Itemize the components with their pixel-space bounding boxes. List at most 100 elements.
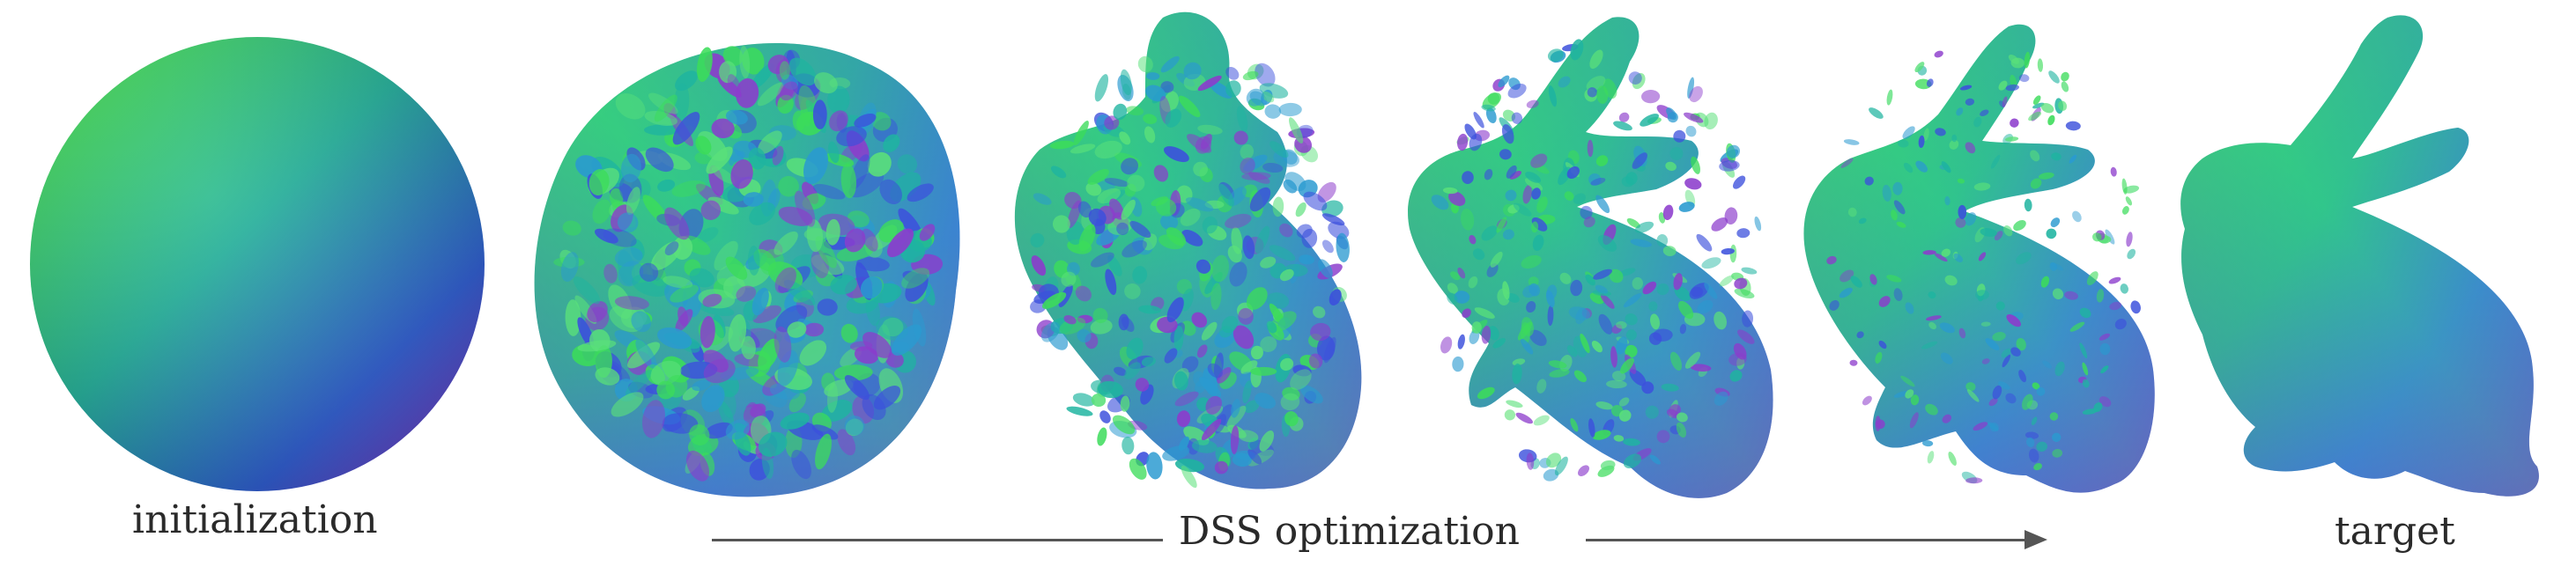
surface-splat	[1678, 300, 1694, 320]
surface-splat	[1255, 63, 1276, 87]
surface-splat	[1641, 89, 1661, 104]
surface-splat	[1724, 207, 1738, 224]
surface-splat	[2049, 412, 2059, 421]
surface-splat	[1530, 153, 1548, 168]
surface-splat	[2130, 300, 2141, 314]
surface-splat	[2065, 121, 2081, 131]
surface-splat	[1862, 395, 1872, 406]
surface-splat	[1737, 329, 1755, 344]
surface-splat	[1247, 449, 1262, 465]
surface-splat	[1990, 154, 2001, 169]
surface-splat	[1625, 344, 1638, 358]
surface-splat	[2064, 291, 2078, 300]
surface-splat	[1588, 173, 1602, 186]
surface-splat	[1676, 422, 1687, 438]
surface-splat	[1469, 234, 1477, 245]
surface-splat	[1260, 256, 1277, 269]
surface-splat	[1135, 378, 1150, 392]
label-initialization: initialization	[132, 497, 378, 542]
surface-splat	[780, 412, 810, 430]
surface-splat	[565, 299, 581, 336]
surface-splat	[2093, 402, 2103, 412]
surface-splat	[1163, 146, 1189, 163]
surface-splat	[1218, 183, 1234, 207]
surface-splat	[1858, 217, 1867, 224]
surface-splat	[617, 212, 639, 233]
surface-splat	[1625, 313, 1638, 326]
surface-splat	[1191, 312, 1208, 328]
surface-splat	[1129, 220, 1151, 239]
surface-splat	[2105, 229, 2115, 245]
surface-splat	[1144, 126, 1156, 144]
surface-splat	[1448, 191, 1466, 206]
surface-splat	[2125, 196, 2133, 206]
surface-splat	[1927, 451, 1935, 464]
surface-splat	[1457, 267, 1466, 279]
surface-splat	[1878, 340, 1887, 350]
surface-splat	[703, 358, 736, 384]
surface-splat	[689, 268, 714, 288]
surface-splat	[1656, 234, 1669, 247]
surface-splat	[1178, 436, 1190, 451]
label-dss-optimization: DSS optimization	[1179, 509, 1520, 554]
surface-splat	[1662, 204, 1674, 221]
surface-splat	[2048, 70, 2060, 84]
surface-splat	[1626, 217, 1640, 229]
surface-splat	[1531, 188, 1541, 200]
surface-splat	[1336, 232, 1350, 262]
surface-splat	[1875, 351, 1883, 364]
surface-splat	[848, 171, 885, 198]
surface-splat	[1656, 283, 1669, 296]
surface-splat	[663, 276, 693, 289]
surface-splat	[1587, 139, 1594, 158]
surface-splat	[2036, 441, 2047, 453]
surface-splat	[1067, 200, 1082, 229]
surface-splat	[1109, 198, 1124, 220]
surface-splat	[1195, 259, 1211, 274]
surface-splat	[1506, 400, 1523, 408]
surface-splat	[1892, 181, 1903, 195]
surface-splat	[1321, 239, 1334, 254]
surface-splat	[1146, 452, 1163, 480]
surface-splat	[1641, 381, 1654, 394]
surface-splat	[1232, 325, 1255, 350]
surface-splat	[2040, 276, 2050, 288]
surface-splat	[1598, 313, 1613, 335]
surface-splat	[1246, 287, 1268, 310]
surface-splat	[1454, 291, 1470, 304]
surface-splat	[2096, 289, 2105, 303]
surface-splat	[1107, 254, 1122, 276]
surface-splat	[1975, 290, 1989, 300]
surface-splat	[879, 179, 903, 205]
surface-splat	[751, 63, 774, 90]
surface-splat	[1902, 126, 1915, 139]
surface-splat	[1973, 116, 1982, 128]
surface-splat	[747, 246, 760, 276]
surface-splat	[1915, 160, 1928, 173]
surface-splat	[1532, 234, 1544, 252]
surface-splat	[2025, 431, 2039, 439]
surface-splat	[1280, 357, 1294, 372]
surface-splat	[1696, 233, 1713, 252]
surface-splat	[1104, 178, 1129, 188]
surface-splat	[1243, 154, 1268, 172]
surface-splat	[1721, 247, 1735, 255]
surface-splat	[1242, 380, 1252, 404]
surface-splat	[836, 244, 874, 261]
surface-splat	[672, 236, 693, 260]
surface-splat	[1965, 98, 1975, 106]
surface-splat	[1592, 430, 1611, 440]
surface-splat	[1141, 357, 1156, 367]
surface-splat	[1893, 390, 1910, 398]
surface-splat	[1097, 380, 1123, 399]
surface-splat	[577, 340, 617, 352]
surface-splat	[573, 276, 601, 305]
surface-splat	[1684, 112, 1704, 123]
surface-splat	[829, 110, 848, 132]
surface-splat	[2005, 84, 2019, 92]
surface-splat	[1085, 182, 1102, 196]
surface-splat	[663, 413, 699, 434]
surface-splat	[670, 284, 699, 303]
surface-splat	[1905, 389, 1914, 399]
surface-splat	[2051, 432, 2062, 443]
